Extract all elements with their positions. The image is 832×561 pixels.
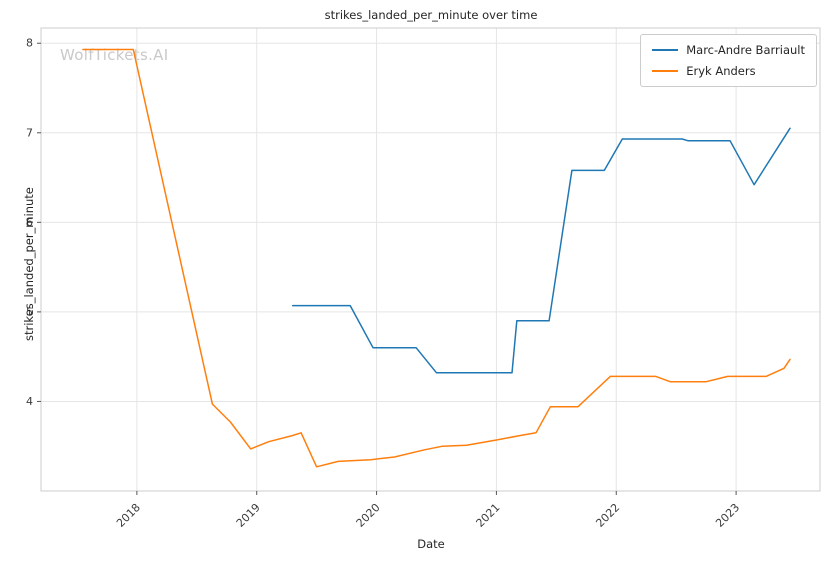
chart-title: strikes_landed_per_minute over time: [324, 8, 538, 22]
svg-text:7: 7: [26, 126, 33, 139]
svg-text:2022: 2022: [593, 501, 622, 530]
legend-label: Eryk Anders: [686, 64, 756, 78]
legend-line-sample-blue: [652, 49, 679, 51]
svg-text:2021: 2021: [474, 501, 503, 530]
svg-text:5: 5: [26, 305, 33, 318]
legend-item-eryk-anders: Eryk Anders: [652, 64, 805, 78]
svg-text:2019: 2019: [234, 501, 263, 530]
svg-text:2020: 2020: [354, 501, 383, 530]
legend: Marc-Andre Barriault Eryk Anders: [640, 34, 817, 87]
svg-text:6: 6: [26, 216, 33, 229]
svg-text:2018: 2018: [114, 501, 143, 530]
legend-label: Marc-Andre Barriault: [686, 43, 805, 57]
y-axis-label: strikes_landed_per_minute: [22, 187, 36, 341]
legend-item-marc-andre-barriault: Marc-Andre Barriault: [652, 43, 805, 57]
svg-text:8: 8: [26, 37, 33, 50]
x-axis-label: Date: [417, 537, 445, 551]
legend-line-sample-orange: [652, 70, 679, 72]
svg-text:4: 4: [26, 395, 33, 408]
svg-text:2023: 2023: [713, 501, 742, 530]
watermark: WolfTickets.AI: [60, 46, 169, 64]
